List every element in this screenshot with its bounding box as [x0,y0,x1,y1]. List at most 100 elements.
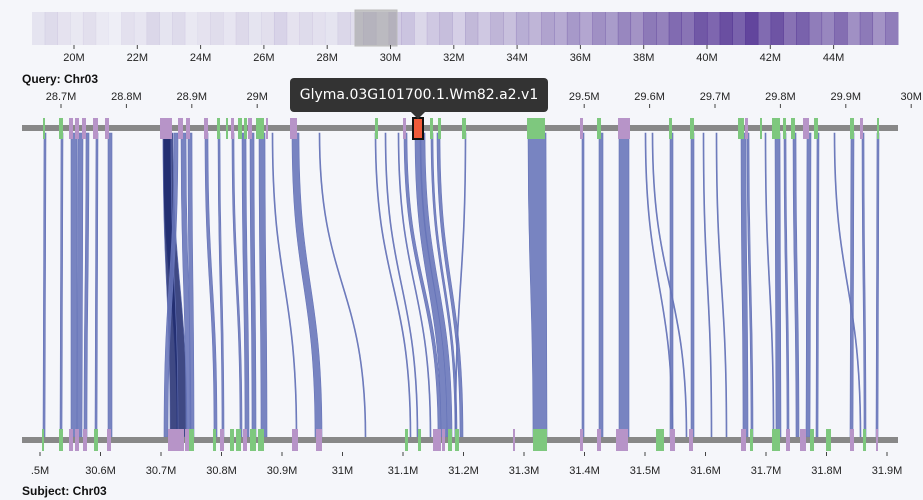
subject-gene-block[interactable] [772,429,780,451]
query-gene-block[interactable] [69,118,73,139]
synteny-link[interactable] [581,132,585,438]
subject-gene-block[interactable] [316,429,322,451]
subject-gene-block[interactable] [250,429,256,451]
query-gene-block[interactable] [105,118,109,139]
subject-gene-block[interactable] [863,429,866,451]
subject-gene-block[interactable] [741,429,746,451]
subject-gene-block[interactable] [405,429,408,451]
subject-gene-block[interactable] [616,429,628,451]
synteny-link[interactable] [764,132,775,438]
subject-gene-block[interactable] [689,429,693,451]
synteny-link[interactable] [59,132,64,438]
query-gene-block[interactable] [669,118,672,139]
synteny-link[interactable] [94,132,99,438]
synteny-link[interactable] [42,132,47,438]
query-gene-block[interactable] [59,118,63,139]
synteny-link[interactable] [83,132,90,438]
query-gene-block[interactable] [738,118,744,139]
subject-gene-block[interactable] [670,429,675,451]
synteny-link[interactable] [618,132,630,438]
query-gene-block[interactable] [527,118,545,139]
synteny-link[interactable] [241,132,250,438]
subject-gene-block[interactable] [230,429,234,451]
gene-tracks[interactable] [42,118,879,451]
subject-gene-block[interactable] [580,429,583,451]
synteny-link[interactable] [651,132,688,438]
query-gene-block[interactable] [290,118,297,139]
synteny-link[interactable] [414,132,448,438]
overview-heatmap[interactable] [32,12,899,45]
subject-gene-block[interactable] [455,429,459,451]
subject-gene-block[interactable] [597,429,601,451]
synteny-link[interactable] [669,132,674,438]
query-gene-block[interactable] [256,118,264,139]
subject-gene-block[interactable] [448,429,452,451]
query-gene-block[interactable] [248,118,252,139]
query-gene-block[interactable] [75,118,79,139]
query-gene-block[interactable] [783,118,786,139]
synteny-link[interactable] [107,132,113,438]
query-gene-block[interactable] [43,118,45,139]
synteny-link[interactable] [715,132,728,438]
synteny-link[interactable] [598,132,604,438]
subject-gene-block[interactable] [213,429,216,451]
synteny-link[interactable] [384,132,419,438]
subject-gene-block[interactable] [83,429,87,451]
subject-gene-block[interactable] [94,429,98,451]
overview-brush-window[interactable] [354,9,398,47]
query-gene-block[interactable] [217,118,220,139]
subject-gene-block[interactable] [656,429,660,451]
highlighted-gene[interactable] [412,117,424,140]
query-gene-block[interactable] [430,118,433,139]
subject-gene-block[interactable] [258,429,264,451]
subject-gene-block[interactable] [236,429,241,451]
synteny-link[interactable] [258,132,268,438]
synteny-links[interactable] [42,132,880,438]
synteny-link[interactable] [204,132,218,438]
subject-gene-block[interactable] [168,429,184,451]
query-gene-block[interactable] [186,118,190,139]
query-gene-block[interactable] [375,118,378,139]
query-gene-block[interactable] [580,118,583,139]
subject-gene-block[interactable] [189,429,194,451]
query-gene-block[interactable] [791,118,795,139]
query-gene-block[interactable] [204,118,208,139]
query-gene-block[interactable] [226,118,228,139]
query-gene-block[interactable] [438,118,441,139]
subject-gene-block[interactable] [800,429,806,451]
query-gene-block[interactable] [462,118,466,139]
subject-gene-block[interactable] [75,429,79,451]
synteny-link[interactable] [783,132,790,438]
synteny-link[interactable] [805,132,812,438]
synteny-link[interactable] [792,132,800,438]
query-gene-block[interactable] [814,118,818,139]
subject-gene-block[interactable] [786,429,790,451]
query-gene-block[interactable] [238,118,242,139]
synteny-link[interactable] [527,132,548,438]
query-gene-block[interactable] [403,118,406,139]
query-gene-block[interactable] [803,118,809,139]
subject-gene-block[interactable] [433,429,441,451]
synteny-link[interactable] [702,132,713,438]
synteny-link[interactable] [815,132,820,438]
synteny-link[interactable] [419,132,453,438]
synteny-link[interactable] [861,132,867,438]
synteny-link[interactable] [849,132,855,438]
query-gene-block[interactable] [82,118,86,139]
subject-gene-block[interactable] [243,429,247,451]
query-gene-block[interactable] [745,118,748,139]
synteny-link[interactable] [70,132,78,438]
subject-gene-block[interactable] [42,429,44,451]
subject-gene-block[interactable] [876,429,878,451]
query-gene-block[interactable] [266,118,268,139]
query-gene-block[interactable] [597,118,601,139]
subject-gene-block[interactable] [826,429,831,451]
synteny-link[interactable] [833,132,862,438]
query-gene-block[interactable] [618,118,630,139]
query-gene-block[interactable] [231,118,234,139]
query-gene-block[interactable] [178,118,183,139]
synteny-link[interactable] [875,132,880,438]
query-gene-block[interactable] [860,118,863,139]
subject-gene-block[interactable] [292,429,298,451]
subject-gene-block[interactable] [185,429,190,451]
